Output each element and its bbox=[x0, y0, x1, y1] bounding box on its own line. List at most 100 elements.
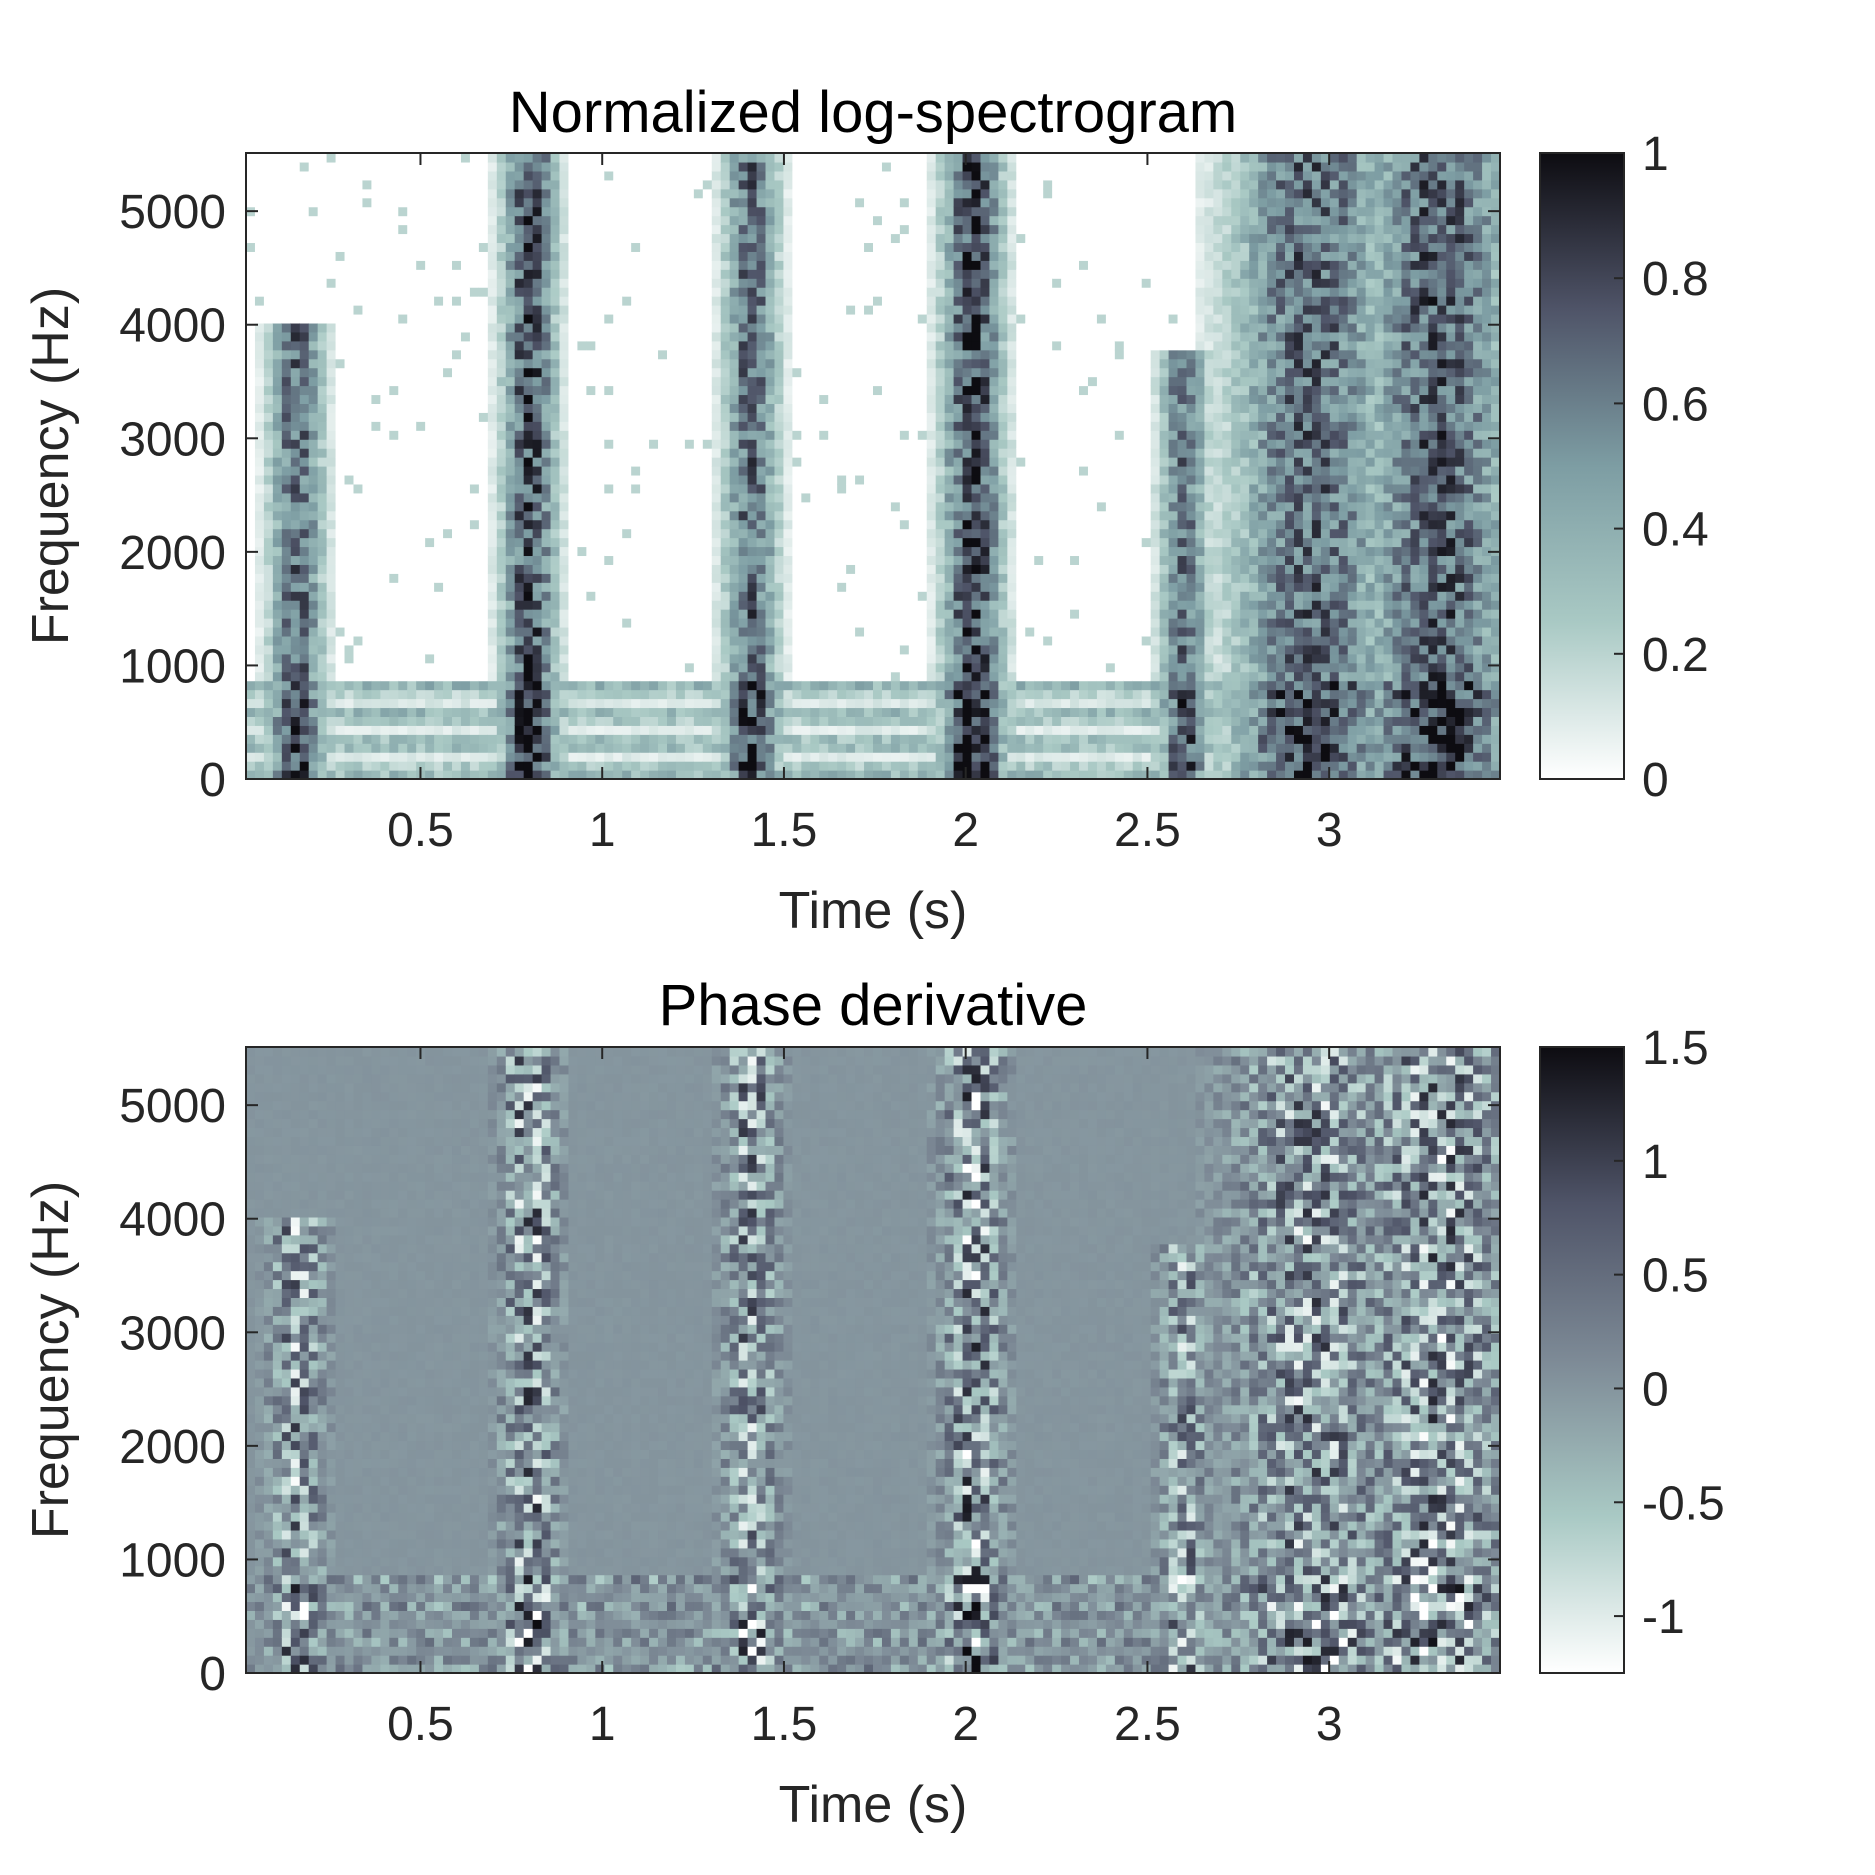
heatmap-cell bbox=[640, 207, 650, 217]
heatmap-cell bbox=[327, 171, 337, 181]
heatmap-cell bbox=[524, 699, 534, 709]
heatmap-cell bbox=[828, 502, 838, 512]
heatmap-cell bbox=[703, 663, 713, 673]
heatmap-cell bbox=[613, 654, 623, 664]
heatmap-cell bbox=[712, 216, 722, 226]
heatmap-cell bbox=[300, 511, 310, 521]
heatmap-cell bbox=[604, 153, 614, 163]
heatmap-cell bbox=[318, 359, 328, 369]
heatmap-cell bbox=[846, 216, 856, 226]
heatmap-cell bbox=[452, 466, 462, 476]
heatmap-cell bbox=[586, 421, 596, 431]
heatmap-cell bbox=[658, 681, 668, 691]
heatmap-cell bbox=[264, 475, 274, 485]
heatmap-cell bbox=[291, 225, 301, 235]
heatmap-cell bbox=[685, 225, 695, 235]
heatmap-cell bbox=[819, 609, 829, 619]
heatmap-cell bbox=[819, 189, 829, 199]
heatmap-cell bbox=[667, 564, 677, 574]
heatmap-cell bbox=[801, 386, 811, 396]
heatmap-cell bbox=[721, 314, 731, 324]
heatmap-cell bbox=[649, 520, 659, 530]
heatmap-cell bbox=[291, 609, 301, 619]
heatmap-cell bbox=[389, 251, 399, 261]
heatmap-cell bbox=[524, 225, 534, 235]
heatmap-cell bbox=[792, 242, 802, 252]
heatmap-cell bbox=[309, 520, 319, 530]
heatmap-cell bbox=[533, 439, 543, 449]
heatmap-cell bbox=[416, 466, 426, 476]
heatmap-cell bbox=[345, 663, 355, 673]
heatmap-cell bbox=[327, 707, 337, 717]
heatmap-cell bbox=[300, 564, 310, 574]
heatmap-cell bbox=[694, 672, 704, 682]
heatmap-cell bbox=[766, 457, 776, 467]
heatmap-cell bbox=[551, 430, 561, 440]
heatmap-cell bbox=[568, 725, 578, 735]
heatmap-cell bbox=[461, 484, 471, 494]
heatmap-cell bbox=[470, 654, 480, 664]
heatmap-cell bbox=[846, 251, 856, 261]
heatmap-cell bbox=[873, 672, 883, 682]
heatmap-cell bbox=[434, 636, 444, 646]
heatmap-cell bbox=[586, 296, 596, 306]
heatmap-cell bbox=[264, 761, 274, 771]
heatmap-cell bbox=[246, 457, 256, 467]
heatmap-cell bbox=[291, 430, 301, 440]
heatmap-cell bbox=[371, 699, 381, 709]
heatmap-cell bbox=[685, 269, 695, 279]
heatmap-cell bbox=[748, 672, 758, 682]
heatmap-cell bbox=[264, 573, 274, 583]
heatmap-cell bbox=[353, 663, 363, 673]
heatmap-cell bbox=[282, 466, 292, 476]
heatmap-cell bbox=[560, 305, 570, 315]
heatmap-cell bbox=[371, 475, 381, 485]
heatmap-cell bbox=[774, 752, 784, 762]
heatmap-cell bbox=[676, 421, 686, 431]
heatmap-cell bbox=[783, 233, 793, 243]
heatmap-cell bbox=[586, 502, 596, 512]
heatmap-cell bbox=[819, 484, 829, 494]
heatmap-cell bbox=[398, 242, 408, 252]
heatmap-cell bbox=[336, 341, 346, 351]
heatmap-cell bbox=[783, 448, 793, 458]
heatmap-cell bbox=[712, 287, 722, 297]
heatmap-cell bbox=[452, 636, 462, 646]
heatmap-cell bbox=[658, 439, 668, 449]
heatmap-cell bbox=[291, 368, 301, 378]
heatmap-cell bbox=[542, 654, 552, 664]
heatmap-cell bbox=[362, 198, 372, 208]
heatmap-cell bbox=[246, 198, 256, 208]
heatmap-cell bbox=[586, 529, 596, 539]
heatmap-cell bbox=[792, 502, 802, 512]
heatmap-cell bbox=[497, 743, 507, 753]
heatmap-cell bbox=[452, 296, 462, 306]
heatmap-cell bbox=[327, 734, 337, 744]
heatmap-cell bbox=[345, 377, 355, 387]
heatmap-cell bbox=[300, 180, 310, 190]
heatmap-cell bbox=[264, 198, 274, 208]
heatmap-cell bbox=[264, 538, 274, 548]
heatmap-cell bbox=[577, 734, 587, 744]
heatmap-cell bbox=[398, 198, 408, 208]
heatmap-cell bbox=[300, 368, 310, 378]
heatmap-cell bbox=[837, 332, 847, 342]
heatmap-cell bbox=[443, 699, 453, 709]
heatmap-cell bbox=[273, 278, 283, 288]
heatmap-cell bbox=[613, 216, 623, 226]
heatmap-cell bbox=[551, 725, 561, 735]
heatmap-cell bbox=[595, 627, 605, 637]
heatmap-cell bbox=[416, 180, 426, 190]
heatmap-cell bbox=[846, 439, 856, 449]
heatmap-cell bbox=[864, 180, 874, 190]
heatmap-cell bbox=[389, 618, 399, 628]
heatmap-cell bbox=[837, 412, 847, 422]
heatmap-cell bbox=[649, 430, 659, 440]
heatmap-cell bbox=[667, 654, 677, 664]
heatmap-cell bbox=[801, 198, 811, 208]
heatmap-cell bbox=[783, 672, 793, 682]
heatmap-cell bbox=[560, 359, 570, 369]
heatmap-cell bbox=[766, 600, 776, 610]
heatmap-cell bbox=[461, 368, 471, 378]
heatmap-cell bbox=[425, 296, 435, 306]
